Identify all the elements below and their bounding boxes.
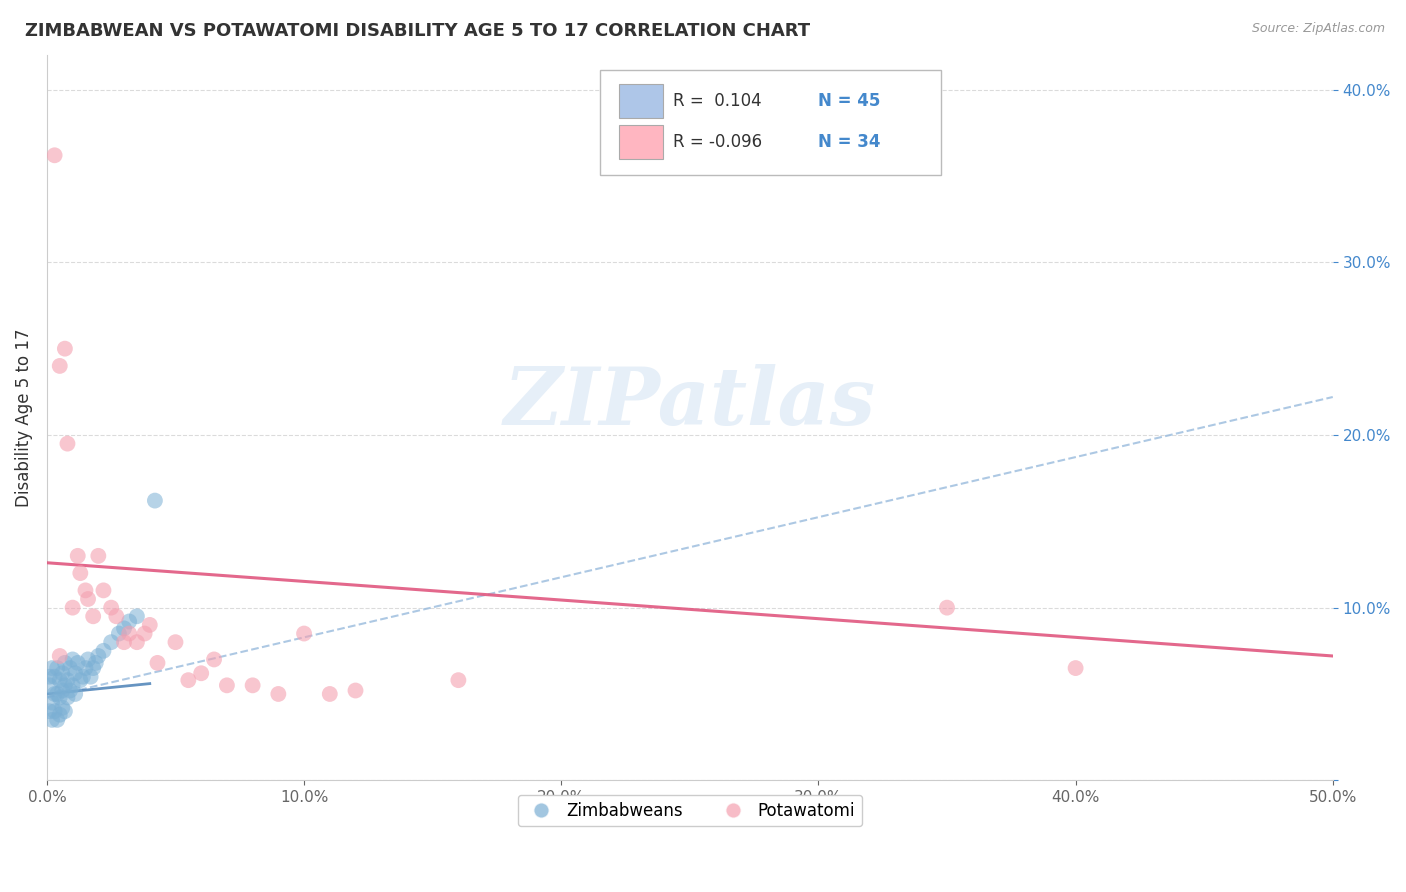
Y-axis label: Disability Age 5 to 17: Disability Age 5 to 17: [15, 328, 32, 507]
Point: [51, 666, 73, 681]
Point: [202, 652, 225, 666]
Point: [41, 713, 63, 727]
Text: R =  0.104: R = 0.104: [673, 92, 762, 110]
Point: [48, 359, 70, 373]
Point: [59, 661, 82, 675]
Point: [66, 549, 89, 563]
Point: [38, 670, 60, 684]
Point: [53, 678, 76, 692]
Point: [44, 670, 66, 684]
Point: [118, 615, 141, 629]
Point: [84, 656, 107, 670]
Point: [87, 549, 110, 563]
Point: [344, 683, 367, 698]
Point: [146, 656, 169, 670]
Point: [87, 648, 110, 663]
Point: [62, 678, 84, 692]
Point: [190, 666, 212, 681]
Point: [62, 600, 84, 615]
Point: [112, 621, 135, 635]
Text: N = 34: N = 34: [818, 133, 882, 151]
Point: [118, 626, 141, 640]
Point: [41, 696, 63, 710]
Point: [77, 652, 100, 666]
Point: [82, 609, 104, 624]
Point: [63, 666, 86, 681]
Text: ZIPatlas: ZIPatlas: [503, 365, 876, 442]
Point: [72, 670, 94, 684]
Text: N = 45: N = 45: [818, 92, 880, 110]
Point: [75, 583, 97, 598]
Point: [108, 626, 131, 640]
Point: [38, 678, 60, 692]
Point: [53, 342, 76, 356]
Point: [100, 635, 122, 649]
Point: [48, 690, 70, 705]
FancyBboxPatch shape: [619, 126, 662, 159]
Point: [105, 609, 128, 624]
Point: [46, 687, 69, 701]
Point: [38, 704, 60, 718]
FancyBboxPatch shape: [619, 84, 662, 118]
Point: [56, 436, 79, 450]
Point: [936, 600, 959, 615]
Point: [63, 687, 86, 701]
Point: [44, 687, 66, 701]
Point: [215, 678, 238, 692]
Point: [125, 635, 148, 649]
Point: [53, 704, 76, 718]
Point: [165, 635, 187, 649]
Point: [77, 592, 100, 607]
Point: [48, 707, 70, 722]
Point: [82, 661, 104, 675]
Point: [177, 673, 200, 688]
Legend: Zimbabweans, Potawatomi: Zimbabweans, Potawatomi: [517, 795, 862, 826]
Point: [48, 673, 70, 688]
Point: [56, 673, 79, 688]
Point: [242, 678, 264, 692]
Point: [51, 683, 73, 698]
Point: [292, 626, 315, 640]
Point: [79, 670, 101, 684]
Point: [143, 493, 166, 508]
Point: [93, 583, 115, 598]
Point: [447, 673, 470, 688]
Point: [267, 687, 290, 701]
Point: [56, 690, 79, 705]
Point: [53, 656, 76, 670]
Point: [69, 673, 91, 688]
Point: [93, 644, 115, 658]
Point: [62, 652, 84, 666]
Point: [66, 656, 89, 670]
Text: Source: ZipAtlas.com: Source: ZipAtlas.com: [1251, 22, 1385, 36]
Point: [44, 704, 66, 718]
Text: ZIMBABWEAN VS POTAWATOMI DISABILITY AGE 5 TO 17 CORRELATION CHART: ZIMBABWEAN VS POTAWATOMI DISABILITY AGE …: [25, 22, 810, 40]
Point: [319, 687, 342, 701]
Point: [44, 148, 66, 162]
FancyBboxPatch shape: [600, 70, 941, 175]
Point: [100, 600, 122, 615]
Text: R = -0.096: R = -0.096: [673, 133, 762, 151]
Point: [1064, 661, 1087, 675]
Point: [134, 626, 156, 640]
Point: [112, 635, 135, 649]
Point: [51, 700, 73, 714]
Point: [46, 661, 69, 675]
Point: [75, 661, 97, 675]
Point: [48, 648, 70, 663]
Point: [69, 566, 91, 581]
Point: [59, 683, 82, 698]
Point: [125, 609, 148, 624]
Point: [46, 713, 69, 727]
Point: [139, 618, 162, 632]
Point: [41, 661, 63, 675]
